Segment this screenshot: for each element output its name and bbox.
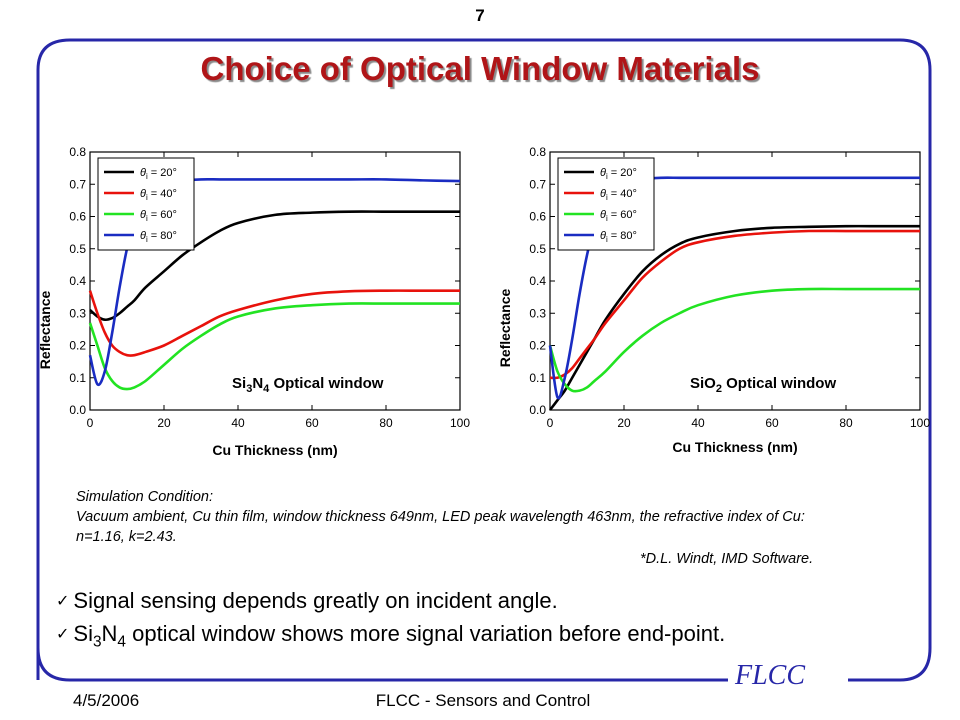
x-tick-label: 20: [617, 416, 631, 430]
legend-label: θi = 20°: [140, 167, 177, 181]
y-tick-label: 0.8: [69, 145, 86, 159]
y-tick-label: 0.2: [69, 339, 86, 353]
footer-date: 4/5/2006: [73, 691, 140, 710]
subscript: 4: [117, 633, 126, 651]
x-tick-label: 40: [231, 416, 245, 430]
chart-si3n4: 0 20 40 60 80 100 0.0 0.1 0.2 0.3 0.4 0.5 0.6 0.7 0.8 θ…: [37, 145, 470, 458]
slide-title: Choice of Optical Window Materials: [200, 50, 760, 87]
series-line: [548, 224, 920, 411]
footer-title: FLCC - Sensors and Control: [375, 691, 591, 710]
x-tick-label: 20: [157, 416, 171, 430]
y-tick-label: 0.7: [69, 177, 86, 191]
series-line: [548, 287, 920, 393]
y-tick-label: 0.1: [69, 371, 86, 385]
x-tick-label: 40: [691, 416, 705, 430]
page-number: 7: [475, 6, 485, 25]
legend-label: θi = 40°: [600, 188, 637, 202]
panel-label: SiO2 Optical window: [690, 375, 836, 395]
flcc-logo: FLCC: [735, 660, 806, 691]
subscript: 3: [92, 633, 102, 651]
series-line: [88, 289, 460, 357]
y-axis-label: Reflectance: [497, 288, 513, 367]
simulation-text: Vacuum ambient, Cu thin film, window thi…: [76, 509, 805, 545]
y-tick-label: 0.0: [69, 403, 86, 417]
x-tick-label: 60: [305, 416, 319, 430]
simulation-heading: Simulation Condition:: [76, 489, 214, 505]
y-tick-label: 0.3: [69, 306, 86, 320]
plot-area: 0 20 40 60 80 100 0.0 0.1 0.2 0.3 0.4 0.5 0.6 0.7 0.8 θ…: [529, 145, 930, 430]
chart-sio2: 0 20 40 60 80 100 0.0 0.1 0.2 0.3 0.4 0.5 0.6 0.7 0.8 θ…: [497, 145, 930, 455]
y-tick-label: 0.2: [529, 339, 546, 353]
y-tick-label: 0.7: [529, 177, 546, 191]
y-tick-label: 0.0: [529, 403, 546, 417]
y-tick-label: 0.8: [529, 145, 546, 159]
x-axis-label: Cu Thickness (nm): [672, 439, 797, 455]
y-tick-label: 0.1: [529, 371, 546, 385]
y-tick-label: 0.4: [69, 274, 86, 288]
bullet-text: Si: [73, 621, 93, 646]
bullet-text: optical window shows more signal variati…: [125, 621, 726, 646]
bullet-item: ✓ Signal sensing depends greatly on incid…: [56, 588, 558, 614]
series-line: [89, 210, 460, 322]
legend-label: θi = 80°: [140, 230, 177, 244]
panel-label: Si3N4 Optical window: [232, 375, 384, 395]
legend-label: θi = 40°: [140, 188, 177, 202]
x-tick-label: 80: [379, 416, 393, 430]
bullet-item: ✓ Si3N4 optical window shows more signal …: [56, 621, 725, 651]
plot-area: 0 20 40 60 80 100 0.0 0.1 0.2 0.3 0.4 0.5 0.6 0.7 0.8 θ…: [69, 145, 470, 430]
legend-label: θi = 20°: [600, 167, 637, 181]
x-tick-label: 0: [87, 416, 94, 430]
checkmark-icon: ✓: [56, 626, 70, 643]
y-tick-label: 0.5: [529, 242, 546, 256]
checkmark-icon: ✓: [56, 593, 70, 610]
y-tick-label: 0.5: [69, 242, 86, 256]
x-tick-label: 0: [547, 416, 554, 430]
legend-label: θi = 60°: [600, 209, 637, 223]
x-tick-label: 80: [839, 416, 853, 430]
y-tick-label: 0.6: [529, 210, 546, 224]
bullet-text: N: [101, 621, 118, 646]
x-tick-label: 60: [765, 416, 779, 430]
series-line: [88, 302, 460, 391]
x-axis-label: Cu Thickness (nm): [212, 442, 337, 458]
bullet-text: Signal sensing depends greatly on incide…: [73, 588, 558, 613]
y-tick-label: 0.6: [69, 210, 86, 224]
legend-label: θi = 60°: [140, 209, 177, 223]
x-tick-label: 100: [450, 416, 470, 430]
legend-label: θi = 80°: [600, 230, 637, 244]
y-axis-label: Reflectance: [37, 290, 53, 369]
y-tick-label: 0.4: [529, 274, 546, 288]
x-tick-label: 100: [910, 416, 930, 430]
citation: *D.L. Windt, IMD Software.: [640, 551, 814, 567]
y-tick-label: 0.3: [529, 306, 546, 320]
series-line: [549, 229, 920, 380]
